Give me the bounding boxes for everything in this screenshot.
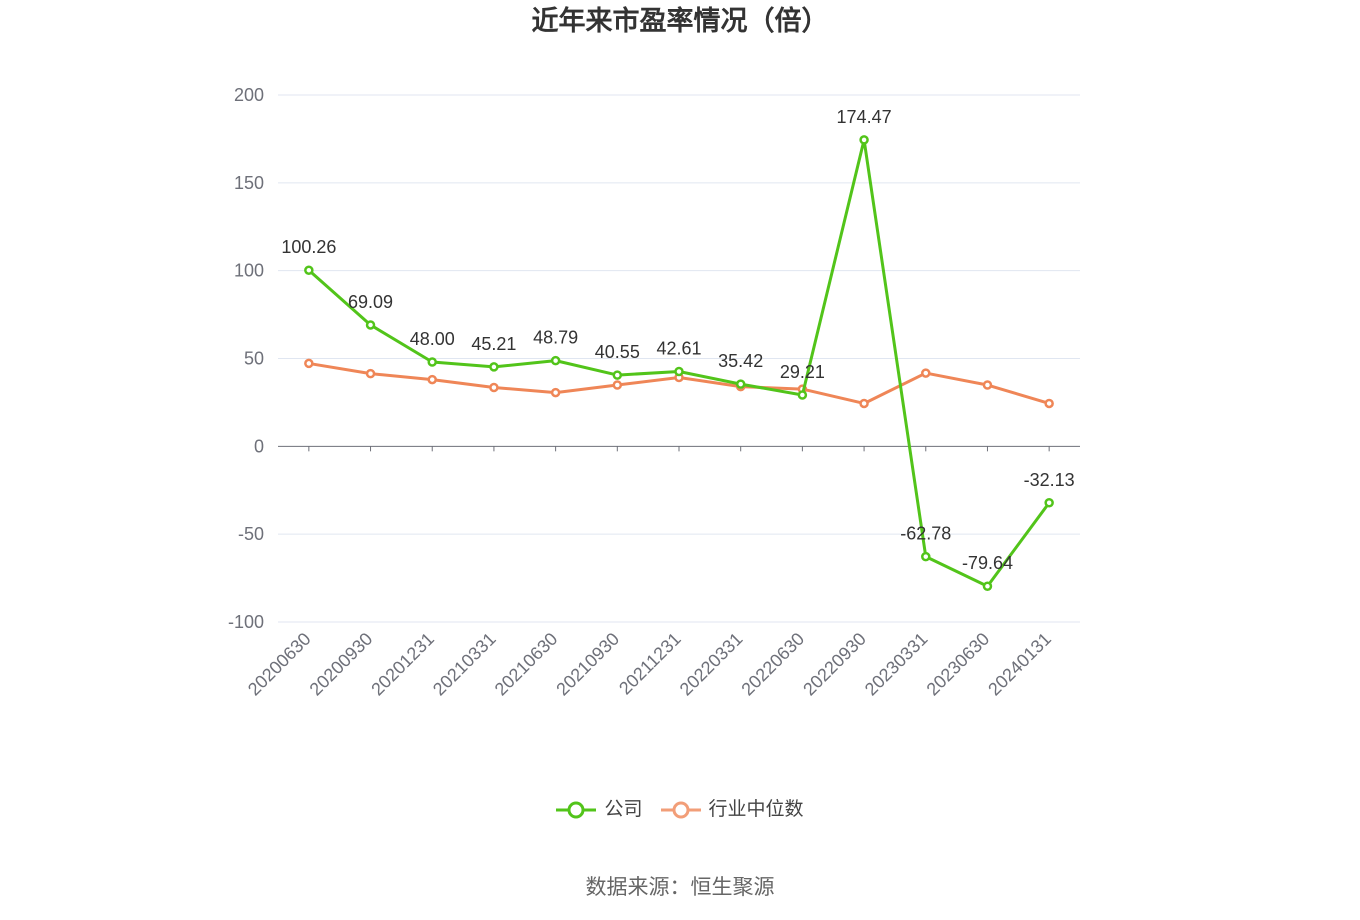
company-line — [307, 138, 1051, 588]
company-data-label: 48.79 — [533, 328, 578, 348]
company-point[interactable] — [365, 320, 376, 330]
x-tick-label: 20200930 — [306, 629, 377, 700]
data-source: 数据来源：恒生聚源 — [585, 876, 775, 899]
company-point[interactable] — [1044, 498, 1054, 508]
legend-item-company[interactable]: 公司 — [556, 796, 643, 824]
company-data-label: 45.21 — [471, 334, 516, 354]
y-tick-label: 150 — [234, 173, 264, 193]
x-tick-label: 20230331 — [861, 629, 932, 700]
company-data-label: 100.26 — [281, 237, 336, 257]
line-marker-icon — [660, 801, 701, 819]
line-marker-icon — [556, 801, 597, 819]
x-tick-label: 20211231 — [615, 629, 685, 699]
legend-label: 公司 — [604, 799, 643, 820]
industry-median-series — [304, 358, 1054, 409]
company-point[interactable] — [859, 135, 869, 145]
industry-median-point[interactable] — [550, 387, 561, 398]
x-tick-label: 20220630 — [737, 629, 808, 700]
legend: 公司 行业中位数 — [0, 796, 1360, 824]
x-tick-label: 20230630 — [923, 629, 994, 700]
industry-median-point[interactable] — [612, 380, 623, 390]
company-point[interactable] — [304, 265, 314, 275]
company-point[interactable] — [982, 581, 993, 591]
industry-median-point[interactable] — [859, 398, 869, 409]
y-tick-label: 50 — [244, 349, 264, 369]
line-chart: 200 150 100 50 0 -50 -100202006302020093020201… — [228, 85, 1080, 700]
company-data-label: 35.42 — [718, 351, 763, 371]
y-tick-label: -100 — [228, 612, 264, 632]
y-tick-label: 100 — [234, 261, 264, 281]
company-point[interactable] — [612, 370, 623, 380]
industry-median-point[interactable] — [427, 374, 437, 385]
company-point[interactable] — [797, 390, 808, 400]
company-series — [304, 135, 1054, 591]
x-tick-label: 20210331 — [429, 629, 500, 700]
legend-item-industry-median[interactable]: 行业中位数 — [660, 796, 804, 824]
y-tick-label: -50 — [238, 524, 264, 544]
chart-title: 近年来市盈率情况（倍） — [531, 6, 829, 36]
industry-median-point[interactable] — [489, 382, 499, 393]
company-data-label: 40.55 — [595, 342, 640, 362]
company-point[interactable] — [427, 357, 437, 367]
industry-median-point[interactable] — [982, 380, 993, 390]
x-tick-label: 20220331 — [676, 629, 747, 700]
y-axis: 200 150 100 50 0 -50 -100 — [228, 85, 264, 632]
company-data-label: 48.00 — [410, 329, 455, 349]
company-data-labels: 100.26 69.09 48.00 45.21 48.79 40.55 42.61 35.4… — [281, 107, 1074, 573]
x-tick-label: 20220930 — [799, 629, 870, 700]
company-data-label: 69.09 — [348, 292, 393, 312]
x-tick-label: 20201231 — [367, 629, 438, 700]
x-axis: 2020063020200930202012312021033120210630… — [244, 445, 1080, 700]
company-point[interactable] — [550, 355, 561, 366]
legend-label: 行业中位数 — [708, 799, 804, 820]
company-point[interactable] — [674, 366, 684, 377]
company-point[interactable] — [489, 362, 499, 372]
company-data-label: -32.13 — [1024, 470, 1075, 490]
company-point[interactable] — [921, 551, 931, 562]
x-tick-label: 20200630 — [244, 629, 315, 700]
company-data-label: 174.47 — [837, 107, 892, 127]
y-tick-label: 0 — [254, 436, 264, 456]
company-data-label: 29.21 — [780, 362, 825, 382]
industry-median-point[interactable] — [365, 368, 376, 379]
industry-median-point[interactable] — [1044, 398, 1054, 409]
y-tick-label: 200 — [234, 85, 264, 105]
gridlines — [278, 94, 1080, 623]
company-data-label: -62.78 — [900, 524, 951, 544]
x-tick-label: 20210930 — [552, 629, 623, 700]
x-tick-label: 20240131 — [984, 629, 1055, 700]
company-point[interactable] — [735, 379, 746, 389]
company-data-label: 42.61 — [656, 338, 701, 358]
industry-median-point[interactable] — [304, 358, 314, 369]
company-data-label: -79.64 — [962, 553, 1013, 573]
industry-median-point[interactable] — [921, 368, 931, 378]
x-tick-label: 20210630 — [491, 629, 562, 700]
